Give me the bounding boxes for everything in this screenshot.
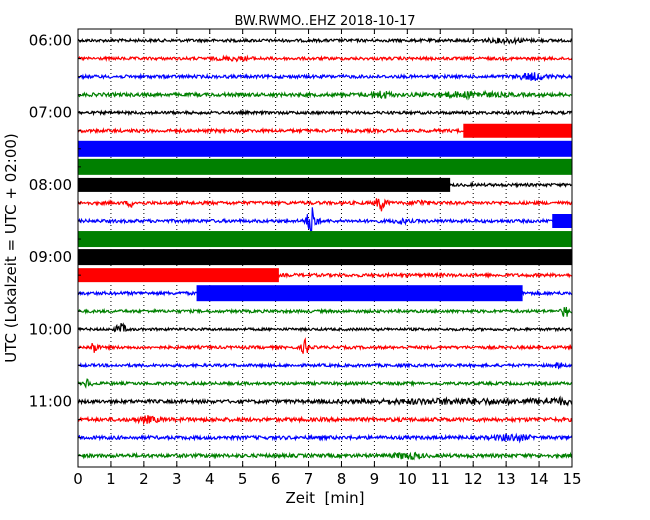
saturated-band	[78, 268, 279, 283]
trace-line	[77, 89, 573, 101]
trace-0900	[77, 249, 573, 266]
trace-0600	[77, 36, 573, 46]
x-tick-label: 2	[139, 470, 149, 488]
y-tick-label: 09:00	[29, 248, 72, 266]
trace-line	[77, 72, 573, 82]
trace-0915	[77, 268, 573, 283]
trace-line	[77, 54, 573, 63]
y-tick-label: 07:00	[29, 104, 72, 122]
trace-line	[77, 36, 573, 46]
trace-line	[77, 432, 573, 444]
trace-line	[77, 451, 573, 461]
trace-1015	[77, 337, 573, 354]
x-tick-label: 10	[398, 470, 417, 488]
y-tick-label: 08:00	[29, 176, 72, 194]
trace-1130	[77, 432, 573, 444]
x-tick-label: 4	[205, 470, 215, 488]
trace-line	[77, 337, 573, 354]
plot-frame	[77, 28, 573, 468]
y-tick-label: 11:00	[29, 393, 72, 411]
trace-0945	[77, 306, 573, 317]
trace-1000	[77, 322, 573, 333]
x-tick-label: 11	[431, 470, 450, 488]
saturated-band	[78, 231, 572, 248]
trace-line	[77, 395, 573, 407]
x-tick-label: 13	[497, 470, 516, 488]
x-tick-label: 15	[562, 470, 581, 488]
x-axis-ticks: 0 1 2 3 4 5 6 7 8 9 10 11 12 13 14 15	[73, 29, 582, 488]
trace-0815	[77, 198, 573, 212]
chart-title: BW.RWMO..EHZ 2018-10-17	[234, 14, 415, 29]
trace-1045	[77, 378, 573, 389]
y-tick-label: 10:00	[29, 320, 72, 338]
y-axis-ticks: 06:00 07:00 08:00 09:00 10:00 11:00	[29, 32, 84, 457]
trace-line	[77, 207, 573, 235]
y-axis-label: UTC (Lokalzeit = UTC + 02:00)	[2, 133, 20, 363]
y-tick-label: 06:00	[29, 32, 72, 50]
trace-0615	[77, 54, 573, 63]
trace-0730	[77, 140, 573, 157]
trace-0800	[77, 177, 573, 192]
trace-line	[77, 361, 573, 370]
x-tick-label: 1	[106, 470, 116, 488]
saturated-band	[78, 249, 572, 266]
seismogram-traces	[77, 36, 573, 461]
x-tick-label: 0	[73, 470, 83, 488]
x-tick-label: 6	[271, 470, 281, 488]
saturated-band	[463, 123, 572, 138]
x-tick-label: 8	[337, 470, 347, 488]
trace-line	[77, 198, 573, 212]
saturated-band	[196, 285, 523, 302]
x-tick-label: 12	[464, 470, 483, 488]
trace-0700	[77, 109, 573, 117]
trace-0745	[77, 158, 573, 175]
trace-0830	[77, 207, 573, 235]
x-tick-label: 7	[304, 470, 314, 488]
x-axis-label: Zeit [min]	[285, 489, 364, 507]
saturated-band	[78, 158, 572, 175]
trace-1030	[77, 361, 573, 370]
trace-0645	[77, 89, 573, 101]
trace-0845	[77, 231, 573, 248]
saturated-band	[552, 214, 572, 228]
saturated-band	[78, 140, 572, 157]
trace-0630	[77, 72, 573, 82]
saturated-band	[78, 177, 451, 192]
trace-0715	[77, 123, 573, 138]
x-tick-label: 5	[238, 470, 248, 488]
trace-0930	[77, 285, 573, 302]
x-tick-label: 9	[370, 470, 380, 488]
x-tick-label: 14	[530, 470, 549, 488]
trace-1115	[77, 415, 573, 426]
trace-line	[77, 415, 573, 426]
trace-1100	[77, 395, 573, 407]
trace-line	[77, 109, 573, 117]
trace-line	[77, 306, 573, 317]
trace-line	[77, 322, 573, 333]
trace-1145	[77, 451, 573, 461]
x-tick-label: 3	[172, 470, 182, 488]
trace-line	[77, 378, 573, 389]
